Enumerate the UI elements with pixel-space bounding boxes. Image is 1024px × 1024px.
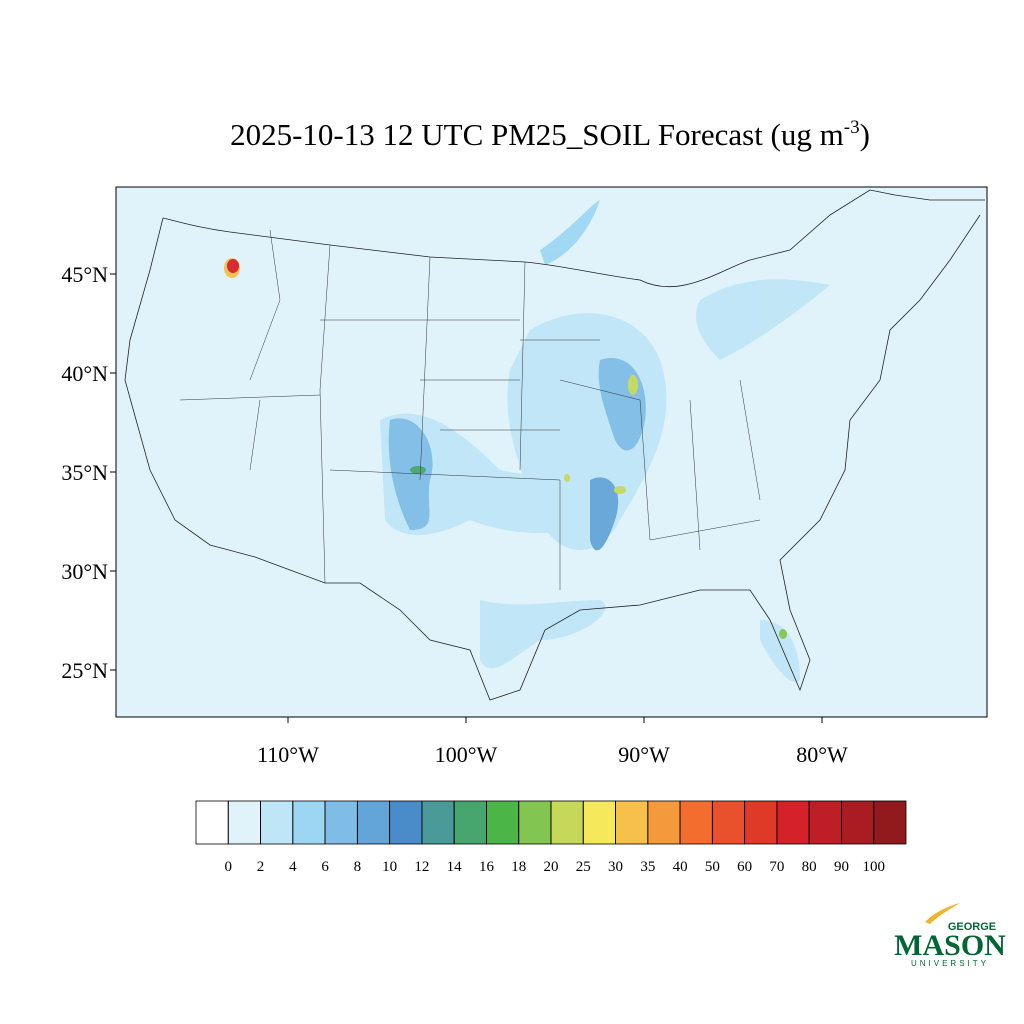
colorbar-label: 16 [479,859,495,875]
colorbar-label: 50 [705,859,720,875]
colorbar-label: 0 [225,859,233,875]
colorbar-label: 4 [289,859,297,875]
lat-label: 35°N [61,460,108,485]
title-main: 2025-10-13 12 UTC PM25_SOIL Forecast (ug… [230,117,844,152]
lat-label: 30°N [61,559,108,584]
colorbar-label: 20 [544,859,559,875]
title: 2025-10-13 12 UTC PM25_SOIL Forecast (ug… [230,117,870,152]
colorbar-box [324,800,358,845]
colorbar-box [486,800,520,845]
logo-swoosh [925,903,960,924]
colorbar-label: 18 [511,859,526,875]
colorbar-box [744,800,778,845]
colorbar-label: 30 [608,859,623,875]
colorbar-label: 6 [321,859,329,875]
colorbar-box [582,800,616,845]
lon-label: 80°W [796,742,848,767]
colorbar-box [808,800,842,845]
colorbar-box [679,800,713,845]
colorbar-box [227,800,261,845]
colorbar-label: 90 [834,859,849,875]
colorbar-box [841,800,875,845]
boundaries [124,189,985,701]
logo-top: GEORGE [948,921,996,933]
lat-label: 40°N [61,361,108,386]
colorbar-label: 12 [414,859,429,875]
colorbar-label: 8 [354,859,362,875]
colorbar-box [711,800,746,845]
title-end: ) [860,117,870,152]
logo-bottom: UNIVERSITY [911,959,989,968]
concentration-field [224,200,830,682]
colorbar-box [776,800,810,845]
colorbar-label: 100 [862,859,885,875]
colorbar-label: 35 [640,859,655,875]
map [115,186,988,718]
colorbar-label: 10 [382,859,397,875]
colorbar-box [873,800,907,845]
colorbar-box [260,800,294,845]
colorbar-box [389,800,423,845]
colorbar-box [647,800,681,845]
colorbar-box [615,800,649,845]
lat-label: 25°N [61,658,108,683]
colorbar-box [518,800,552,845]
colorbar-box [550,800,584,845]
colorbar-label: 14 [447,859,463,875]
colorbar-label: 70 [769,859,784,875]
colorbar-label: 40 [673,859,688,875]
lon-label: 110°W [257,742,319,767]
title-sup: -3 [844,117,860,138]
colorbar-box [292,800,326,845]
lon-label: 100°W [435,742,498,767]
lon-label: 90°W [618,742,670,767]
colorbar-label: 80 [802,859,817,875]
colorbar-box [421,800,455,845]
colorbar-box [195,800,229,845]
colorbar-box [453,800,487,845]
logo-main: MASON [894,929,1006,962]
colorbar-label: 2 [257,859,265,875]
colorbar-label: 60 [737,859,752,875]
lat-label: 45°N [61,262,108,287]
colorbar-label: 25 [576,859,591,875]
colorbar-box [356,800,391,845]
